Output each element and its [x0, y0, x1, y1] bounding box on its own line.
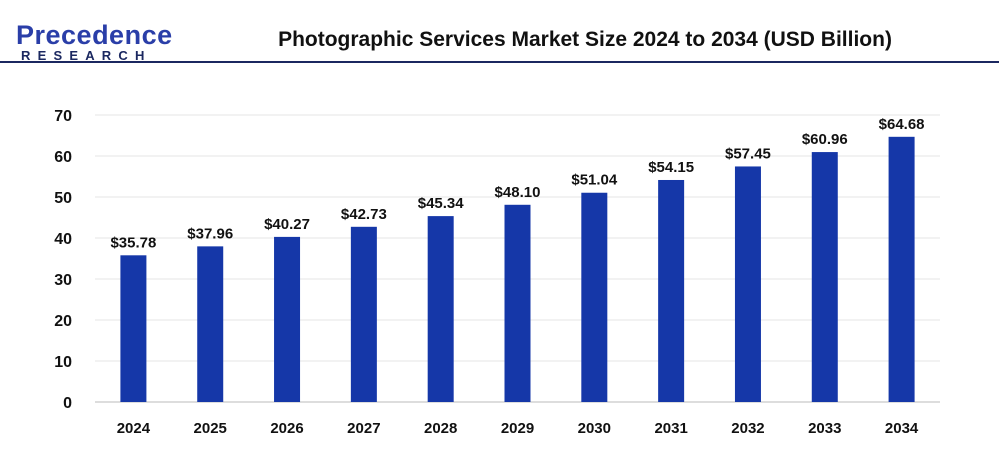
x-tick-label: 2029 — [501, 420, 534, 437]
data-label: $54.15 — [648, 159, 694, 176]
header-divider — [0, 61, 999, 63]
y-tick-label: 40 — [54, 231, 72, 248]
x-tick-label: 2031 — [654, 420, 687, 437]
logo-line1: Precedence — [16, 20, 173, 50]
bar — [274, 236, 301, 402]
x-tick-label: 2030 — [578, 420, 611, 437]
bar — [120, 255, 147, 402]
data-label: $64.68 — [879, 116, 925, 133]
bar — [888, 136, 915, 402]
x-tick-label: 2034 — [885, 420, 919, 437]
data-label: $37.96 — [187, 225, 233, 242]
bar — [350, 226, 377, 402]
bar — [811, 152, 838, 402]
y-tick-label: 50 — [54, 190, 72, 207]
data-label: $42.73 — [341, 206, 387, 223]
y-tick-label: 60 — [54, 149, 72, 166]
x-tick-label: 2033 — [808, 420, 841, 437]
y-tick-label: 0 — [63, 395, 72, 412]
logo: Precedence RESEARCH — [16, 20, 172, 63]
data-label: $51.04 — [571, 172, 618, 189]
x-tick-label: 2032 — [731, 420, 764, 437]
data-label: $48.10 — [495, 184, 541, 201]
chart-title: Photographic Services Market Size 2024 t… — [278, 28, 892, 51]
bar — [581, 192, 608, 402]
data-label: $45.34 — [418, 195, 465, 212]
x-tick-label: 2028 — [424, 420, 457, 437]
data-label: $60.96 — [802, 131, 848, 148]
x-tick-label: 2024 — [117, 420, 151, 437]
data-label: $35.78 — [110, 234, 156, 251]
x-tick-label: 2026 — [270, 420, 303, 437]
bar — [197, 246, 224, 402]
y-tick-label: 10 — [54, 354, 72, 371]
x-tick-label: 2027 — [347, 420, 380, 437]
logo-line2: RESEARCH — [21, 48, 152, 63]
y-tick-label: 70 — [54, 108, 72, 125]
bar — [427, 216, 454, 402]
bar — [504, 204, 531, 402]
x-tick-label: 2025 — [194, 420, 227, 437]
y-tick-label: 30 — [54, 272, 72, 289]
y-tick-label: 20 — [54, 313, 72, 330]
data-label: $57.45 — [725, 145, 771, 162]
data-label: $40.27 — [264, 216, 310, 233]
bar — [658, 179, 685, 402]
bar — [734, 166, 761, 402]
